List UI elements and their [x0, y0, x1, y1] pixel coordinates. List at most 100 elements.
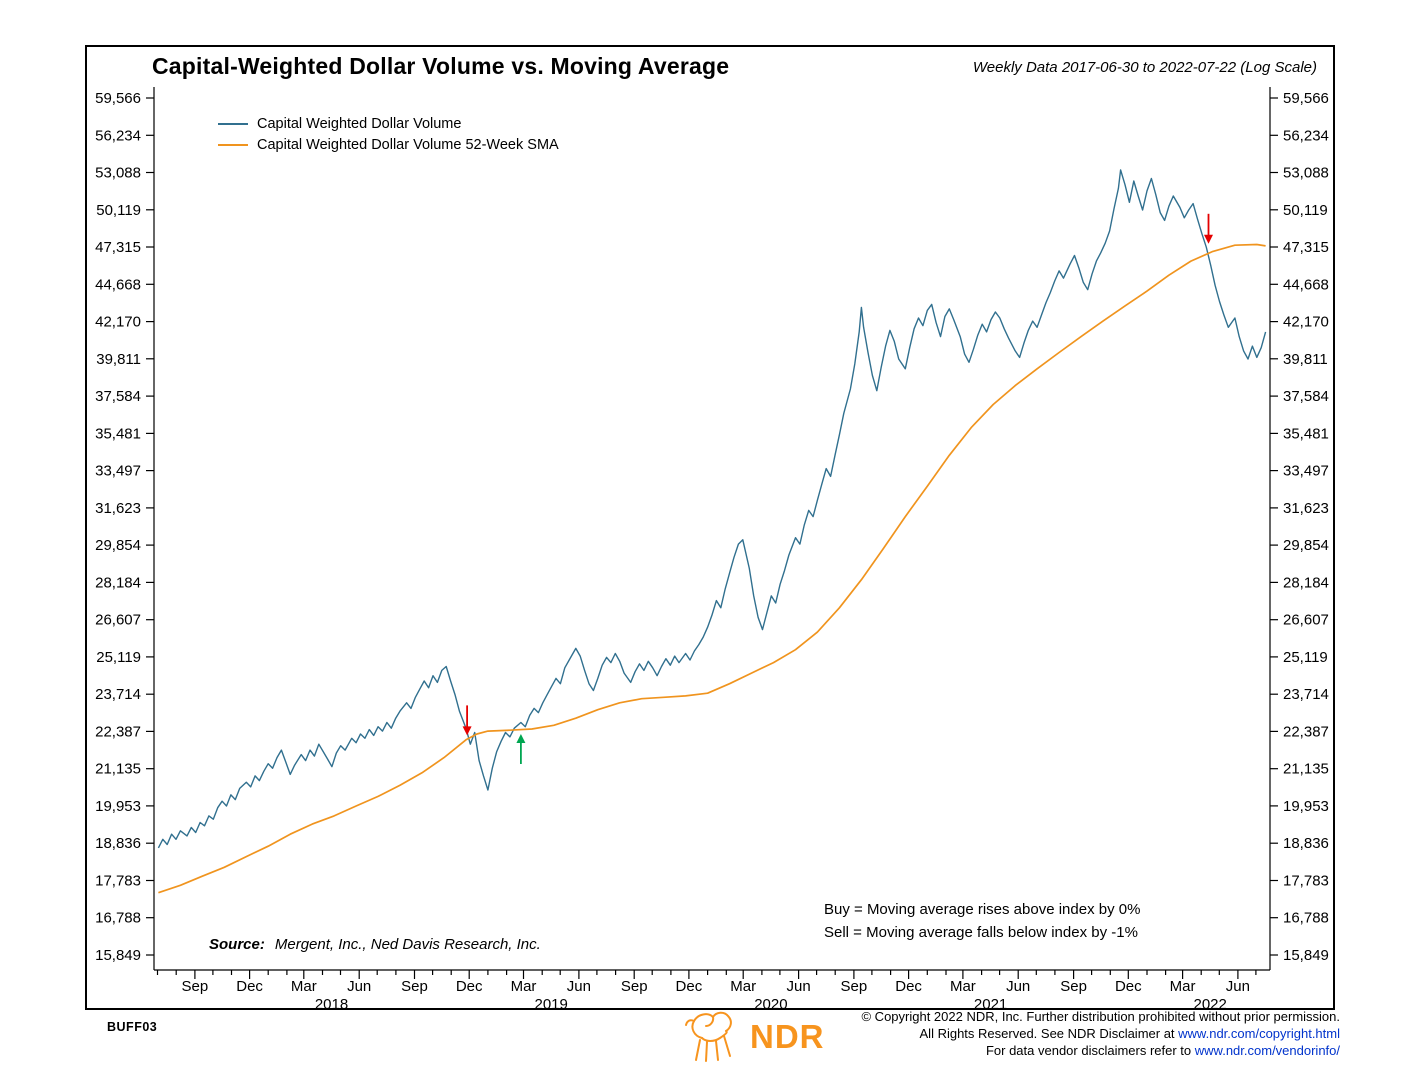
x-axis-label: Mar — [291, 978, 317, 995]
copyright-line1: © Copyright 2022 NDR, Inc. Further distr… — [861, 1009, 1340, 1024]
y-axis-label: 31,623 — [1283, 500, 1329, 517]
y-axis-label: 47,315 — [95, 239, 141, 256]
x-axis-label: Mar — [1170, 978, 1196, 995]
legend-item-sma: Capital Weighted Dollar Volume 52-Week S… — [218, 134, 559, 155]
ndr-logo: NDR — [680, 1008, 825, 1066]
sell-signal-arrow-2022-head — [1204, 234, 1213, 244]
copyright-line2: All Rights Reserved. See NDR Disclaimer … — [919, 1026, 1340, 1041]
volume-line — [157, 169, 1267, 849]
x-axis-label: Jun — [787, 978, 811, 995]
y-axis-label: 28,184 — [1283, 574, 1329, 591]
y-axis-label: 42,170 — [95, 314, 141, 331]
year-label: 2021 — [974, 996, 1007, 1012]
x-axis-label: Mar — [511, 978, 537, 995]
year-label: 2018 — [315, 996, 348, 1012]
y-axis-label: 26,607 — [95, 612, 141, 629]
y-axis-label: 19,953 — [1283, 798, 1329, 815]
y-axis-label: 17,783 — [95, 873, 141, 890]
y-axis-label: 16,788 — [1283, 910, 1329, 927]
y-axis-label: 17,783 — [1283, 873, 1329, 890]
y-axis-label: 33,497 — [95, 463, 141, 480]
x-axis-label: Mar — [950, 978, 976, 995]
y-axis-label: 50,119 — [1283, 202, 1328, 219]
sma-line-swatch — [218, 143, 248, 146]
y-axis-label: 18,836 — [1283, 835, 1329, 852]
x-axis-label: Jun — [347, 978, 371, 995]
y-axis-label: 37,584 — [95, 388, 141, 405]
y-axis-label: 50,119 — [96, 202, 141, 219]
x-axis-label: Jun — [567, 978, 591, 995]
x-axis-label: Dec — [1115, 978, 1142, 995]
buy-signal-arrow-2019-head — [516, 734, 526, 743]
y-axis-label: 29,854 — [95, 537, 141, 554]
y-axis-label: 28,184 — [95, 574, 141, 591]
source-label: Source: — [209, 936, 265, 953]
year-label: 2022 — [1194, 996, 1227, 1012]
chart-plot: 59,566 59,566 56,234 56,234 53,088 53,088 50,1… — [95, 87, 1329, 1012]
y-axis-label: 59,566 — [95, 90, 141, 107]
y-axis-label: 23,714 — [95, 686, 141, 703]
y-axis-label: 33,497 — [1283, 463, 1329, 480]
y-axis-label: 15,849 — [1283, 947, 1329, 964]
y-axis-label: 35,481 — [95, 425, 141, 442]
chart-frame: Capital-Weighted Dollar Volume vs. Movin… — [85, 45, 1335, 1012]
copyright-line3: For data vendor disclaimers refer to www… — [985, 1043, 1340, 1058]
chart-subtitle: Weekly Data 2017-06-30 to 2022-07-22 (Lo… — [972, 59, 1317, 76]
y-axis-label: 22,387 — [1283, 723, 1329, 740]
chart-title: Capital-Weighted Dollar Volume vs. Movin… — [152, 53, 730, 79]
y-axis-label: 56,234 — [1283, 127, 1329, 144]
source-note: Source: Mergent, Inc., Ned Davis Research… — [209, 936, 541, 953]
x-axis-label: Sep — [182, 978, 209, 995]
y-axis-label: 42,170 — [1283, 314, 1329, 331]
y-axis-label: 56,234 — [95, 127, 141, 144]
signal-rules: Buy = Moving average rises above index b… — [824, 898, 1140, 944]
buy-rule-text: Buy = Moving average rises above index b… — [824, 901, 1141, 918]
legend: Capital Weighted Dollar Volume Capital W… — [218, 113, 559, 155]
x-axis-label: Dec — [895, 978, 922, 995]
y-axis-label: 23,714 — [1283, 686, 1329, 703]
y-axis-label: 53,088 — [1283, 165, 1329, 182]
year-label: 2020 — [754, 996, 787, 1012]
y-axis-label: 25,119 — [96, 649, 141, 666]
y-axis-label: 44,668 — [1283, 276, 1329, 293]
ndr-logo-art — [685, 1011, 732, 1062]
y-axis-label: 19,953 — [95, 798, 141, 815]
y-axis-label: 37,584 — [1283, 388, 1329, 405]
y-axis-label: 16,788 — [95, 910, 141, 927]
chart-id-code: BUFF03 — [107, 1020, 158, 1034]
y-axis-label: 21,135 — [95, 761, 141, 778]
y-axis-label: 47,315 — [1283, 239, 1329, 256]
x-axis-label: Jun — [1226, 978, 1250, 995]
y-axis-label: 18,836 — [95, 835, 141, 852]
y-axis-label: 25,119 — [1283, 649, 1328, 666]
y-axis-label: 35,481 — [1283, 425, 1329, 442]
y-axis-label: 22,387 — [95, 723, 141, 740]
y-axis-label: 39,811 — [1283, 351, 1328, 368]
x-axis-label: Sep — [1060, 978, 1087, 995]
ndr-copyright-link[interactable]: www.ndr.com/copyright.html — [1178, 1026, 1340, 1041]
sell-rule-text: Sell = Moving average falls below index … — [824, 924, 1138, 941]
y-axis-label: 39,811 — [96, 351, 141, 368]
sma-line — [158, 243, 1266, 894]
legend-label-sma: Capital Weighted Dollar Volume 52-Week S… — [257, 136, 559, 153]
x-axis-label: Sep — [401, 978, 428, 995]
y-axis-label: 53,088 — [95, 165, 141, 182]
x-axis-label: Mar — [730, 978, 756, 995]
x-axis-label: Jun — [1006, 978, 1030, 995]
sell-signal-arrow-2018-head — [462, 726, 472, 736]
y-axis-label: 29,854 — [1283, 537, 1329, 554]
source-text: Mergent, Inc., Ned Davis Research, Inc. — [274, 936, 541, 953]
legend-label-volume: Capital Weighted Dollar Volume — [257, 115, 462, 132]
ndr-vendorinfo-link[interactable]: www.ndr.com/vendorinfo/ — [1194, 1043, 1340, 1058]
copyright-block: © Copyright 2022 NDR, Inc. Further distr… — [861, 1008, 1340, 1059]
x-axis-label: Sep — [621, 978, 648, 995]
x-axis-label: Dec — [236, 978, 263, 995]
x-axis-label: Dec — [676, 978, 703, 995]
volume-line-swatch — [218, 122, 248, 125]
y-axis-label: 26,607 — [1283, 612, 1329, 629]
y-axis-label: 59,566 — [1283, 90, 1329, 107]
y-axis-label: 31,623 — [95, 500, 141, 517]
ndr-logo-text: NDR — [750, 1018, 825, 1055]
y-axis-label: 44,668 — [95, 276, 141, 293]
